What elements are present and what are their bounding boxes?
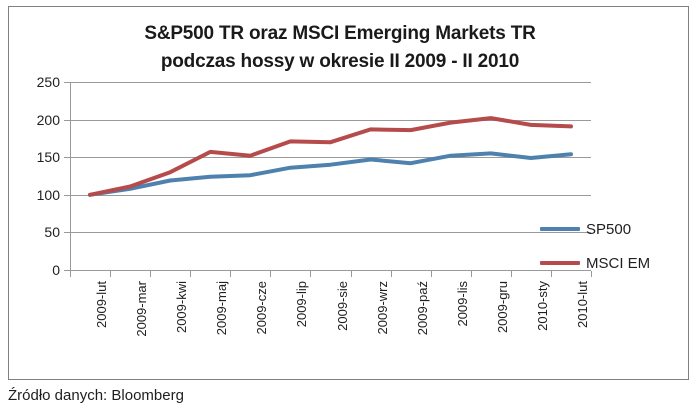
gridline (70, 270, 591, 271)
x-tick-mark (471, 271, 472, 277)
y-tick-mark (64, 157, 70, 158)
x-tick-mark (391, 271, 392, 277)
x-tick-mark (70, 271, 71, 277)
y-tick-mark (64, 270, 70, 271)
x-tick-mark (190, 271, 191, 277)
gridline (70, 157, 591, 158)
y-axis-line (70, 82, 71, 271)
legend-item-sp500[interactable]: SP500 (540, 212, 650, 246)
x-tick-mark (591, 271, 592, 277)
legend-label-msci-em: MSCI EM (586, 254, 651, 272)
legend-swatch-msci-em (540, 261, 580, 265)
legend-label-sp500: SP500 (586, 220, 632, 238)
gridline (70, 195, 591, 196)
gridline (70, 120, 591, 121)
legend-swatch-sp500 (540, 227, 580, 231)
y-tick-mark (64, 82, 70, 83)
x-tick-mark (551, 271, 552, 277)
x-tick-mark (511, 271, 512, 277)
series-line-sp500 (88, 151, 573, 197)
y-tick-mark (64, 195, 70, 196)
series-line-msci-em (88, 116, 573, 197)
x-tick-mark (110, 271, 111, 277)
x-tick-mark (431, 271, 432, 277)
x-tick-mark (310, 271, 311, 277)
x-tick-mark (351, 271, 352, 277)
y-tick-mark (64, 232, 70, 233)
legend-item-msci-em[interactable]: MSCI EM (540, 246, 650, 280)
x-tick-mark (150, 271, 151, 277)
gridline (70, 232, 591, 233)
source-text: Źródło danych: Bloomberg (8, 387, 184, 404)
gridline (70, 82, 591, 83)
x-tick-mark (230, 271, 231, 277)
chart-title: S&P500 TR oraz MSCI Emerging Markets TR … (60, 20, 620, 76)
chart-title-line-1: S&P500 TR oraz MSCI Emerging Markets TR (144, 23, 536, 44)
chart-title-line-2: podczas hossy w okresie II 2009 - II 201… (160, 51, 520, 72)
x-tick-mark (270, 271, 271, 277)
source-bar: Źródło danych: Bloomberg (8, 385, 689, 407)
chart-frame (8, 6, 689, 380)
chart-legend: SP500 MSCI EM (540, 212, 650, 280)
y-tick-mark (64, 120, 70, 121)
